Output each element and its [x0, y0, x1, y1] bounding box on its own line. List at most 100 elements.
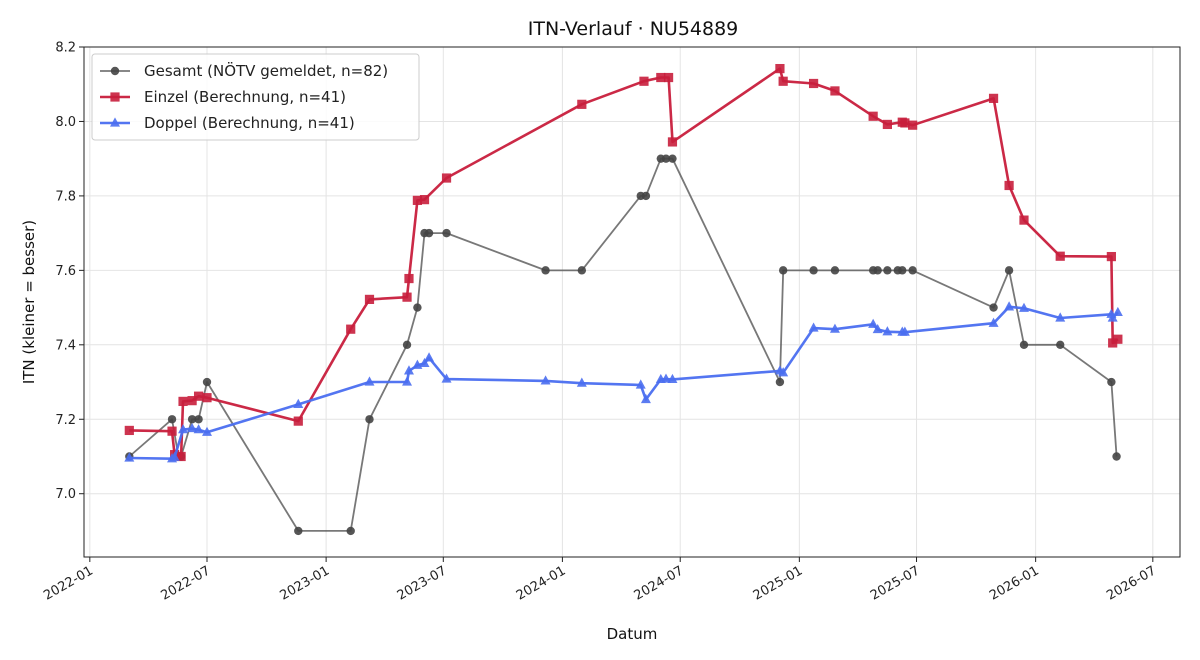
- y-tick-label: 7.2: [55, 413, 76, 428]
- data-point-einzel: [808, 78, 819, 89]
- data-point-doppel: [124, 452, 135, 462]
- data-point-doppel: [1107, 312, 1118, 322]
- data-point-einzel: [1004, 180, 1014, 191]
- data-point-einzel: [882, 119, 892, 130]
- y-tick-label: 8.0: [55, 115, 76, 130]
- data-point-gesamt: [577, 266, 587, 275]
- data-point-einzel: [1019, 215, 1029, 225]
- x-tick-label: 2022-01: [41, 563, 96, 603]
- data-point-doppel: [829, 323, 840, 333]
- y-axis-ticks: 7.0 7.2 7.4 7.6 7.8 8.0 8.2: [55, 41, 84, 502]
- x-tick-label: 2025-07: [868, 563, 923, 603]
- data-point-einzel: [667, 137, 678, 147]
- data-point-einzel: [178, 396, 188, 406]
- data-point-gesamt: [641, 191, 651, 201]
- data-point-doppel: [635, 379, 646, 389]
- data-point-einzel: [202, 393, 212, 403]
- data-point-einzel: [176, 451, 186, 462]
- data-point-einzel: [1055, 251, 1065, 261]
- data-point-gesamt: [668, 154, 677, 163]
- data-point-doppel: [1112, 306, 1123, 317]
- data-point-doppel: [419, 357, 430, 368]
- data-point-einzel: [1108, 338, 1118, 348]
- data-point-gesamt: [661, 154, 671, 163]
- data-point-doppel: [1004, 301, 1015, 311]
- data-point-doppel: [178, 424, 189, 434]
- x-axis-ticks: 2022-01 2022-07 2023-01 2023-07 2024-01 2024-…: [41, 557, 1159, 604]
- data-point-doppel: [1055, 312, 1066, 322]
- data-point-gesamt: [402, 340, 412, 350]
- data-point-doppel: [364, 376, 375, 386]
- data-point-einzel: [404, 273, 414, 284]
- y-tick-label: 7.4: [55, 338, 76, 353]
- legend-label-gesamt: Gesamt (NÖTV gemeldet, n=82): [144, 61, 388, 80]
- data-point-doppel: [1018, 302, 1029, 312]
- data-point-gesamt: [424, 228, 434, 238]
- data-point-doppel: [169, 451, 180, 461]
- y-axis-label: ITN (kleiner = besser): [20, 220, 38, 384]
- data-point-gesamt: [775, 377, 785, 387]
- data-point-doppel: [576, 377, 587, 387]
- x-tick-label: 2023-01: [278, 563, 333, 603]
- series-doppel: [124, 301, 1123, 463]
- legend-box: [91, 53, 420, 141]
- data-point-gesamt: [1112, 452, 1121, 461]
- data-point-doppel: [778, 367, 789, 377]
- data-point-einzel: [577, 99, 587, 109]
- series-einzel: [124, 63, 1123, 462]
- data-point-gesamt: [346, 526, 355, 536]
- data-point-doppel: [667, 373, 678, 384]
- data-point-einzel: [778, 76, 788, 86]
- chart-title: ITN-Verlauf · NU54889: [528, 18, 739, 40]
- legend-marker-doppel: [110, 117, 120, 127]
- data-point-gesamt: [1004, 266, 1014, 275]
- data-point-gesamt: [167, 415, 177, 424]
- data-point-gesamt: [187, 415, 197, 424]
- data-point-gesamt: [413, 303, 422, 312]
- data-point-gesamt: [1056, 340, 1065, 350]
- x-tick-label: 2025-01: [751, 563, 806, 603]
- data-point-gesamt: [1019, 340, 1029, 350]
- data-point-einzel: [868, 111, 878, 121]
- data-point-gesamt: [202, 377, 212, 387]
- data-point-doppel: [660, 373, 671, 383]
- data-point-doppel: [808, 322, 819, 332]
- data-point-einzel: [663, 72, 674, 83]
- data-point-doppel: [872, 323, 883, 334]
- legend-marker-gesamt: [110, 66, 120, 76]
- data-point-gesamt: [830, 266, 840, 275]
- data-point-doppel: [441, 373, 452, 383]
- x-tick-label: 2024-07: [632, 563, 687, 603]
- data-point-gesamt: [1107, 377, 1116, 387]
- legend-label-doppel: Doppel (Berechnung, n=41): [144, 114, 355, 132]
- data-point-einzel: [830, 86, 840, 96]
- data-point-gesamt: [989, 303, 998, 312]
- data-point-einzel: [167, 426, 177, 436]
- data-point-doppel: [193, 424, 204, 434]
- data-point-einzel: [412, 195, 422, 205]
- data-point-doppel: [882, 326, 893, 336]
- data-point-einzel: [1113, 334, 1123, 344]
- data-point-gesamt: [442, 228, 451, 238]
- data-point-gesamt: [541, 266, 550, 275]
- data-point-doppel: [640, 393, 651, 404]
- data-point-gesamt: [194, 415, 203, 424]
- y-tick-label: 7.8: [55, 189, 76, 204]
- data-point-gesamt: [898, 266, 907, 275]
- data-point-einzel: [1106, 251, 1116, 262]
- x-tick-label: 2023-07: [395, 563, 450, 603]
- data-point-gesamt: [365, 415, 374, 424]
- y-tick-label: 8.2: [55, 41, 76, 56]
- x-tick-label: 2026-07: [1104, 563, 1159, 603]
- data-point-einzel: [346, 324, 356, 334]
- data-point-einzel: [187, 396, 197, 406]
- plot-frame: [83, 46, 1181, 558]
- data-point-doppel: [899, 326, 910, 336]
- data-point-einzel: [293, 416, 303, 426]
- series-line-doppel: [129, 305, 1119, 461]
- data-point-einzel: [124, 425, 134, 436]
- data-point-einzel: [364, 294, 375, 304]
- data-point-gesamt: [809, 266, 818, 275]
- data-point-gesamt: [873, 266, 882, 275]
- data-point-doppel: [293, 398, 304, 408]
